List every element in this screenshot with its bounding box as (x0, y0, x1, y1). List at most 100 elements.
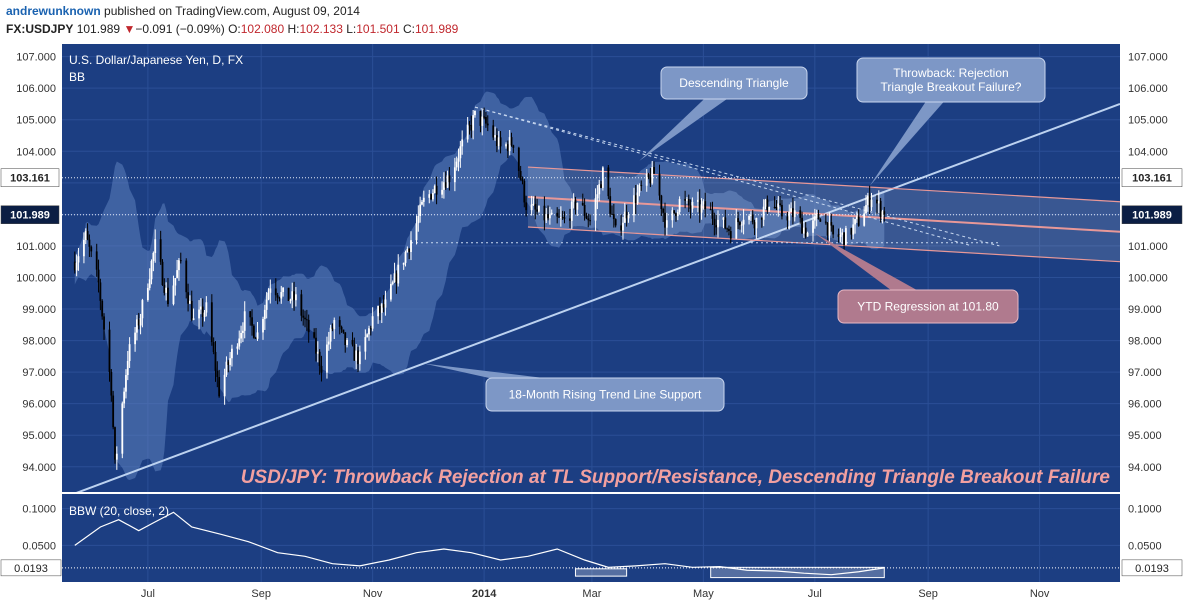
indicator-label: BB (69, 70, 85, 84)
low-value: 101.501 (356, 22, 400, 36)
author-link[interactable]: andrewunknown (6, 4, 101, 18)
x-tick-label: Sep (918, 588, 938, 600)
candle-body (404, 252, 407, 263)
candle-body (88, 239, 91, 247)
bbw-tick-left: 0.0500 (22, 540, 56, 552)
candle-body (664, 212, 666, 228)
candle-body (614, 219, 617, 226)
candle-body (755, 217, 758, 229)
bbw-squeeze-box (574, 568, 628, 577)
candle-body (172, 285, 175, 305)
candle-body (231, 348, 233, 359)
candle-body (722, 217, 725, 220)
candle-body (402, 262, 405, 265)
y-tick-label-right: 94.000 (1128, 462, 1162, 474)
candle-body (561, 217, 564, 219)
candle-body (665, 220, 668, 228)
candle-body (715, 225, 718, 228)
candle-body (713, 218, 716, 226)
candle-body (435, 185, 438, 195)
candle-body (379, 306, 381, 313)
candle-body (788, 211, 791, 221)
candles (73, 107, 886, 470)
candle-body (318, 351, 321, 366)
candle-body (625, 211, 628, 219)
throwback-box (856, 57, 1046, 103)
candle-body (717, 219, 719, 228)
candle-body (636, 192, 639, 204)
candle-body (601, 167, 604, 188)
candle-body (739, 222, 741, 226)
y-tick-label-left: 100.000 (16, 272, 56, 284)
candle-body (393, 273, 396, 283)
candle-body (201, 306, 204, 317)
candle-body (218, 377, 221, 397)
candle-body (495, 135, 498, 147)
price-tag-right-text: 101.989 (1132, 210, 1172, 222)
candle-body (417, 216, 420, 224)
candle-body (167, 287, 169, 305)
candle-body (99, 282, 102, 301)
rising-trend-line-text: 18-Month Rising Trend Line Support (509, 388, 702, 402)
candle-body (497, 137, 500, 147)
candle-body (766, 199, 769, 211)
candle-body (187, 292, 189, 304)
candle-body (494, 135, 496, 138)
candle-body (804, 227, 807, 237)
x-tick-label: Nov (1030, 588, 1050, 600)
candle-body (596, 194, 599, 199)
candle-body (307, 319, 310, 333)
candle-body (364, 337, 367, 352)
candle-body (499, 137, 502, 147)
candle-body (205, 302, 208, 313)
candle-body (287, 287, 290, 301)
candle-body (802, 227, 805, 234)
candle-body (442, 182, 445, 190)
x-tick-label: Jul (808, 588, 822, 600)
candle-body (136, 319, 138, 333)
bbw-level-tag (1121, 559, 1183, 577)
candle-body (600, 184, 602, 188)
rising-trend-line-box (485, 377, 725, 412)
bbw-series (62, 511, 1120, 579)
price-tag-right-text: 103.161 (1132, 173, 1172, 185)
candle-body (534, 203, 537, 210)
high-value: 102.133 (299, 22, 343, 36)
y-tick-label-left: 95.000 (22, 430, 56, 442)
candle-body (779, 203, 782, 205)
candle-body (214, 351, 217, 371)
candle-body (662, 209, 665, 213)
annotations: Descending Triangle Throwback: RejectionT… (423, 57, 1046, 412)
candle-body (658, 173, 661, 196)
candle-body (304, 317, 306, 320)
candle-body (419, 204, 422, 217)
open-value: 102.080 (240, 22, 285, 36)
drawings (62, 103, 1120, 492)
x-tick-label: Mar (582, 588, 601, 600)
candle-body (704, 201, 707, 210)
candle-body (472, 115, 475, 131)
candle-body (583, 204, 586, 216)
bbw-tick-right: 0.0500 (1128, 540, 1162, 552)
candle-body (817, 213, 820, 220)
y-tick-label-left: 106.000 (16, 83, 56, 95)
candle-body (225, 361, 228, 375)
candle-body (709, 209, 712, 211)
candle-body (492, 125, 495, 138)
candle-body (101, 300, 104, 317)
candle-body (152, 252, 155, 261)
candle-body (108, 329, 111, 373)
candle-body (368, 328, 370, 335)
candle-body (459, 146, 462, 159)
candle-body (326, 344, 328, 373)
last-price: 101.989 (76, 22, 121, 36)
candle-body (863, 213, 866, 226)
candle-body (112, 395, 115, 428)
candle-body (687, 199, 690, 206)
candle-body (854, 219, 856, 225)
candle-body (623, 211, 626, 223)
ytd-regression-box (837, 289, 1019, 324)
candle-body (342, 329, 345, 333)
candle-body (813, 216, 816, 221)
